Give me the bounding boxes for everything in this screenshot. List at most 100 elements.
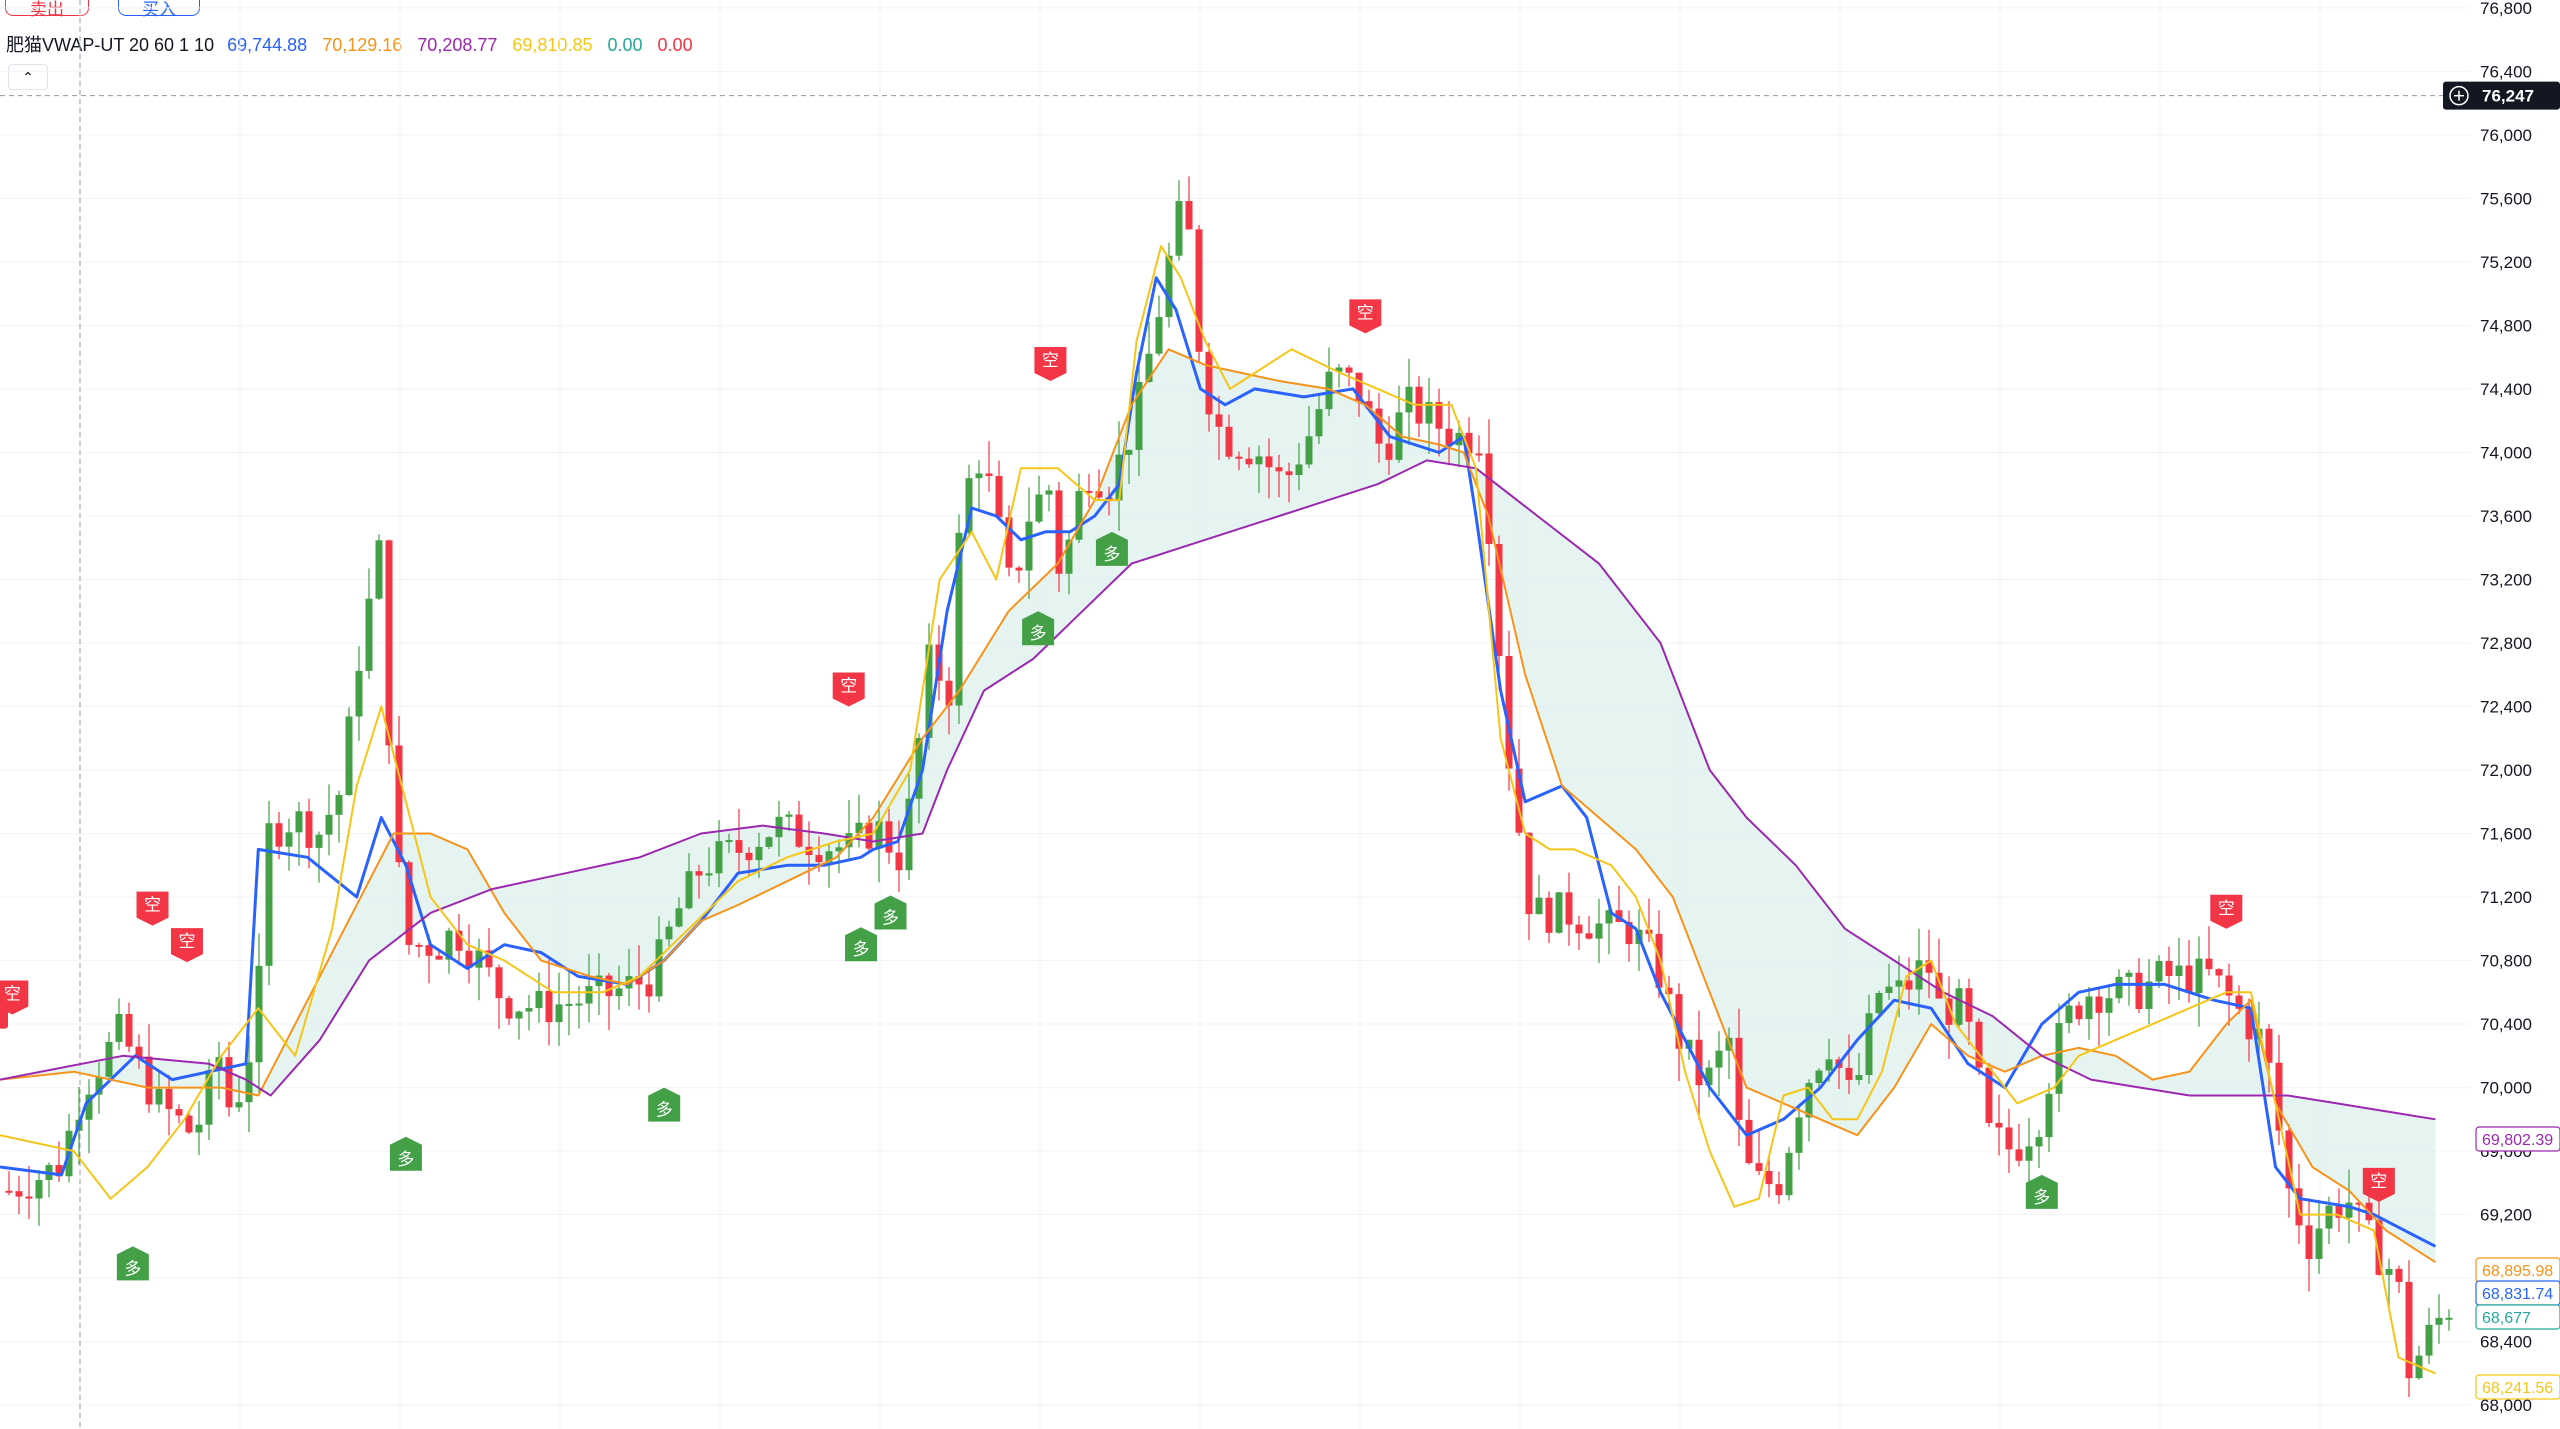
candle-body [2195, 958, 2203, 994]
candle-body [1765, 1170, 1773, 1185]
short-signal-marker[interactable]: 空 [170, 928, 203, 963]
candle [1595, 898, 1603, 963]
candle [2445, 1309, 2453, 1331]
price-tick-label: 71,200 [2480, 888, 2532, 907]
long-signal-marker[interactable]: 多 [389, 1136, 422, 1171]
crosshair-price-label[interactable]: 76,247 [2443, 81, 2560, 110]
candle-body [1955, 988, 1963, 1025]
long-signal-marker[interactable]: 多 [116, 1246, 149, 1281]
candle-body [635, 976, 643, 985]
candle [1025, 487, 1033, 599]
price-tick-label: 69,200 [2480, 1206, 2532, 1225]
candle [1985, 1062, 1993, 1128]
candle [265, 800, 273, 986]
candle-body [2145, 981, 2153, 1010]
candle-body [1005, 517, 1013, 568]
candle-body [2185, 965, 2193, 994]
candle [345, 707, 353, 796]
candle [1745, 1099, 1753, 1165]
candle-body [435, 955, 443, 960]
indicator-legend: 肥猫VWAP-UT 20 60 1 10 69,744.88 70,129.16… [6, 31, 703, 57]
long-signal-marker[interactable]: 多 [1022, 611, 1055, 646]
candle-body [1865, 1013, 1873, 1076]
long-signal-marker[interactable]: 多 [2025, 1174, 2058, 1209]
candle [1015, 565, 1023, 583]
candle-body [1135, 381, 1143, 450]
candle-body [1895, 980, 1903, 987]
candle [645, 971, 653, 1013]
candle [695, 864, 703, 899]
candle [5, 1171, 13, 1196]
candle-body [345, 716, 353, 796]
long-signal-marker[interactable]: 多 [648, 1087, 681, 1122]
candle-body [2215, 969, 2223, 976]
candle-body [1535, 897, 1543, 915]
candle-body [685, 871, 693, 909]
candle [545, 959, 553, 1046]
candle-body [745, 852, 753, 861]
candle-body [1775, 1184, 1783, 1196]
candle-body [585, 986, 593, 1004]
plus-circle-icon[interactable] [2449, 85, 2469, 106]
candle [395, 715, 403, 868]
candle-body [95, 1076, 103, 1095]
candle-body [825, 851, 833, 863]
signal-flag [845, 927, 877, 962]
candle [1535, 874, 1543, 915]
short-signal-marker[interactable]: 空 [2362, 1167, 2395, 1202]
candle [1525, 832, 1533, 941]
candle [195, 1100, 203, 1156]
candle [2295, 1163, 2303, 1245]
candle-body [1665, 987, 1673, 995]
candle-body [1655, 933, 1663, 988]
price-tick-label: 72,800 [2480, 634, 2532, 653]
candle [1925, 929, 1933, 999]
candle-body [2205, 958, 2213, 970]
candle-body [1915, 960, 1923, 990]
candle-body [1295, 464, 1303, 476]
candle-body [1925, 960, 1933, 973]
short-signal-marker[interactable]: 空 [832, 672, 865, 707]
candle [255, 933, 263, 1093]
candle-body [125, 1013, 133, 1047]
candle-body [725, 840, 733, 843]
candle-body [1985, 1067, 1993, 1123]
candle-body [865, 822, 873, 849]
candle [1175, 180, 1183, 261]
long-signal-marker[interactable]: 多 [845, 927, 877, 962]
long-signal-marker[interactable]: 多 [1095, 531, 1128, 566]
short-signal-marker[interactable]: 空 [1034, 347, 1067, 382]
indicator-value-purple: 70,208.77 [417, 35, 498, 55]
price-tick-label: 74,000 [2480, 443, 2532, 462]
candle [485, 928, 493, 977]
candle-body [2065, 1005, 2073, 1024]
short-signal-marker[interactable]: 空 [2210, 894, 2243, 929]
short-signal-marker[interactable]: 空 [136, 891, 169, 926]
candle-body [1625, 921, 1633, 945]
candle [725, 833, 733, 854]
candle-body [505, 998, 513, 1019]
price-tick-label: 72,000 [2480, 761, 2532, 780]
candle [1135, 352, 1143, 477]
candle [2105, 984, 2113, 1036]
candle [1995, 1094, 2003, 1156]
candle-body [1945, 998, 1953, 1025]
candle-body [515, 1011, 523, 1019]
candle-body [1325, 371, 1333, 410]
candle [455, 913, 463, 966]
signal-flag [1022, 611, 1055, 646]
short-signal-marker[interactable]: 空 [1349, 299, 1382, 334]
signal-label: 空 [4, 985, 21, 1005]
signal-flag [1349, 299, 1382, 334]
long-signal-marker[interactable]: 多 [874, 895, 907, 930]
candle [2155, 955, 2163, 989]
candle-body [15, 1191, 23, 1197]
candle [95, 1062, 103, 1114]
chevron-up-icon[interactable]: ⌃ [8, 64, 48, 90]
candle [1145, 321, 1153, 383]
candle-body [1475, 453, 1483, 456]
candle-body [885, 821, 893, 853]
last-value-label-text: 69,802.39 [2482, 1132, 2553, 1149]
candle [1315, 394, 1323, 445]
